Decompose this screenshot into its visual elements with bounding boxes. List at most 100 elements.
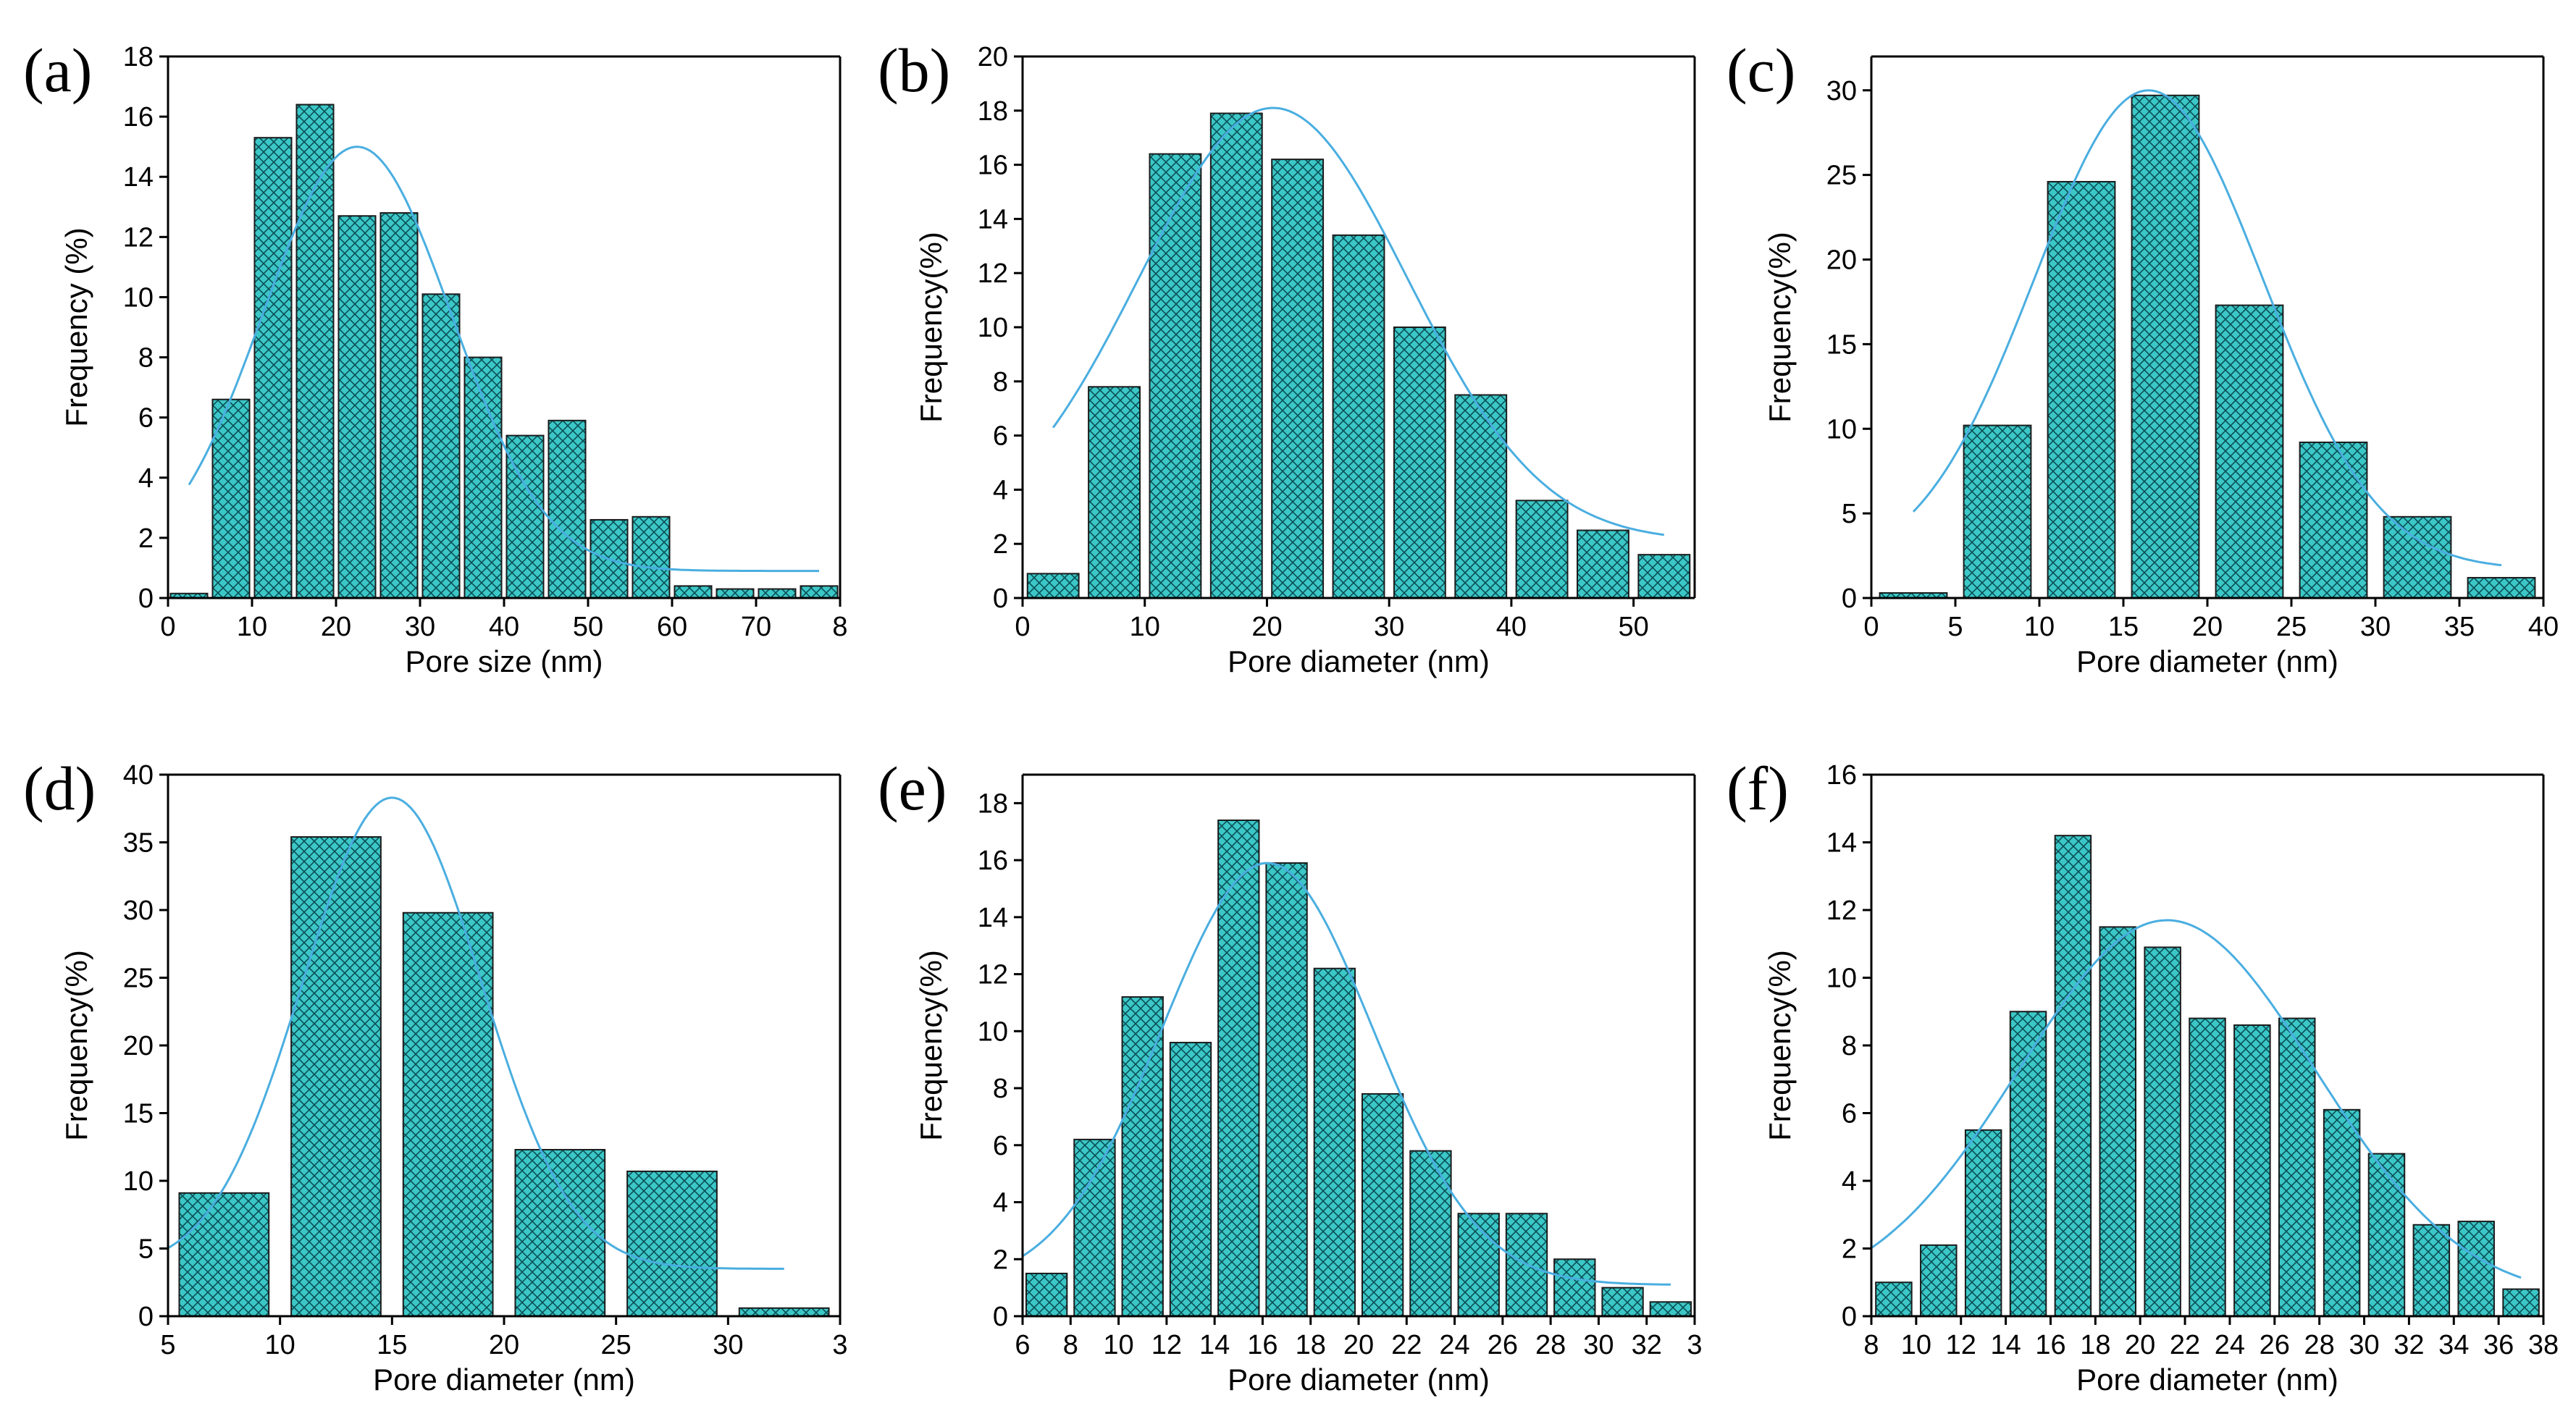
y-tick-label: 0	[1842, 1302, 1857, 1332]
x-tick-label: 34	[2438, 1330, 2469, 1360]
x-tick-label: 10	[1901, 1330, 1931, 1360]
y-tick-label: 30	[123, 896, 154, 926]
y-tick-label: 0	[1842, 584, 1857, 614]
x-tick-label: 50	[1618, 612, 1648, 642]
x-tick-label: 40	[1496, 612, 1527, 642]
x-tick-label: 3	[832, 1330, 847, 1360]
histogram-bar	[2215, 304, 2284, 599]
fit-curve	[1912, 89, 2502, 567]
histogram-bar	[2457, 1221, 2495, 1317]
x-tick-label: 40	[489, 612, 519, 642]
y-axis-title: Frequency(%)	[914, 232, 948, 423]
x-tick-label: 0	[160, 612, 175, 642]
histogram-bar	[1515, 500, 1569, 599]
histogram-bar	[1963, 424, 2032, 599]
fit-curve	[1052, 106, 1665, 536]
x-tick-label: 26	[2260, 1330, 2290, 1360]
panel-label: (b)	[878, 35, 950, 105]
histogram-bar	[379, 212, 419, 599]
x-tick-label: 5	[160, 1330, 175, 1360]
panel-label: (c)	[1727, 35, 1795, 105]
x-axis-title: Pore diameter (nm)	[1228, 644, 1490, 678]
x-tick-label: 8	[832, 612, 847, 642]
x-tick-label: 28	[1535, 1330, 1566, 1360]
x-axis-title: Pore diameter (nm)	[373, 1363, 635, 1397]
x-tick-label: 20	[2125, 1330, 2155, 1360]
x-tick-label: 15	[2108, 612, 2139, 642]
histogram-bar	[2383, 515, 2452, 599]
histogram-bar	[211, 398, 251, 599]
y-tick-label: 20	[123, 1031, 154, 1061]
histogram-bar	[1964, 1129, 2002, 1317]
x-tick-label: 20	[321, 612, 351, 642]
histogram-bar	[626, 1170, 718, 1318]
y-tick-label: 16	[978, 846, 1008, 876]
x-tick-label: 50	[573, 612, 603, 642]
y-tick-label: 0	[993, 584, 1008, 614]
x-tick-label: 8	[1063, 1330, 1078, 1360]
x-tick-label: 24	[2215, 1330, 2245, 1360]
x-tick-label: 30	[713, 1330, 743, 1360]
x-tick-label: 14	[1990, 1330, 2021, 1360]
x-tick-label: 30	[405, 612, 435, 642]
y-tick-label: 12	[123, 222, 154, 253]
x-axis-title: Pore size (nm)	[405, 644, 603, 678]
x-tick-label: 60	[657, 612, 687, 642]
y-tick-label: 30	[1826, 76, 1857, 106]
histogram-bar	[1361, 1092, 1404, 1317]
histogram-bar	[421, 293, 461, 599]
y-axis-title: Frequency (%)	[59, 227, 93, 426]
histogram-bar	[1920, 1244, 1958, 1317]
histogram-bar	[514, 1148, 606, 1317]
y-tick-label: 2	[1842, 1234, 1857, 1265]
y-tick-label: 20	[1826, 245, 1857, 276]
histogram-bar	[1209, 112, 1263, 599]
histogram-bar	[2367, 1153, 2406, 1317]
histogram-bar	[337, 215, 377, 599]
y-tick-label: 2	[993, 529, 1008, 560]
chart-panel-3: 0 5 10 15 20 25 30 35 40 0 5 10 15 20 25 30 Pore diamete…	[1727, 35, 2559, 678]
x-tick-label: 40	[2528, 612, 2559, 642]
histogram-bar	[290, 836, 382, 1317]
y-tick-label: 10	[123, 282, 154, 313]
panel-label: (d)	[23, 754, 96, 823]
y-tick-label: 12	[978, 258, 1008, 289]
histogram-bar	[1637, 554, 1691, 599]
x-tick-label: 22	[2170, 1330, 2200, 1360]
y-tick-label: 18	[978, 788, 1008, 819]
y-tick-label: 2	[993, 1245, 1008, 1275]
x-tick-label: 38	[2528, 1330, 2559, 1360]
x-tick-label: 35	[2444, 612, 2475, 642]
y-axis-title: Frequency(%)	[914, 950, 948, 1141]
y-tick-label: 12	[1826, 896, 1857, 926]
histogram-bar	[1601, 1287, 1644, 1318]
histogram-bar	[2278, 1017, 2316, 1317]
histogram-bar	[1457, 1213, 1500, 1317]
x-axis-title: Pore diameter (nm)	[1228, 1363, 1490, 1397]
y-tick-label: 8	[1842, 1031, 1857, 1061]
x-tick-label: 16	[1247, 1330, 1277, 1360]
x-tick-label: 18	[2080, 1330, 2110, 1360]
y-tick-label: 6	[993, 421, 1008, 452]
histogram-bar	[2502, 1288, 2540, 1317]
x-tick-label: 0	[1015, 612, 1030, 642]
y-tick-label: 16	[1826, 760, 1857, 791]
y-tick-label: 10	[978, 1016, 1008, 1047]
y-tick-label: 14	[978, 903, 1008, 933]
histogram-bar	[1649, 1301, 1692, 1318]
y-tick-label: 0	[138, 1302, 154, 1332]
x-tick-label: 10	[1103, 1330, 1133, 1360]
y-tick-label: 8	[993, 367, 1008, 397]
y-tick-label: 4	[138, 463, 154, 494]
y-tick-label: 5	[1842, 499, 1857, 529]
x-tick-label: 20	[489, 1330, 519, 1360]
histogram-bar	[2144, 946, 2181, 1318]
x-tick-label: 24	[1439, 1330, 1469, 1360]
y-tick-label: 10	[1826, 414, 1857, 445]
histogram-bar	[674, 585, 713, 599]
x-tick-label: 70	[741, 612, 771, 642]
y-tick-label: 25	[1826, 161, 1857, 191]
